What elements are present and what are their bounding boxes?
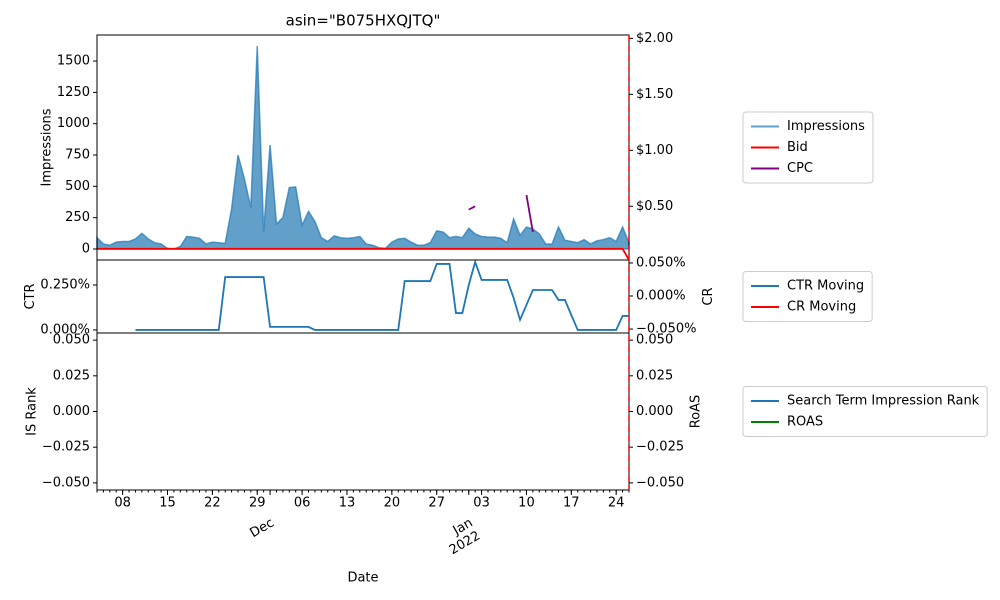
y2-tick-label: 0.025	[636, 368, 673, 383]
legend-label: Impressions	[787, 119, 865, 134]
x-tick-label: 29	[249, 496, 266, 511]
y-tick-label: 0.050	[53, 333, 90, 348]
legend-box	[742, 386, 988, 437]
y-tick-label: 0	[82, 241, 90, 256]
y-tick-label: 1000	[57, 116, 90, 131]
x-tick-label: 06	[294, 496, 311, 511]
x-tick-label: 22	[204, 496, 221, 511]
legend-label: Search Term Impression Rank	[787, 394, 980, 409]
y-tick-label: −0.025	[42, 440, 90, 455]
y-tick-label: 1250	[57, 85, 90, 100]
y-tick-label: 0.025	[53, 368, 90, 383]
y2-tick-label: $2.00	[636, 31, 673, 46]
y-tick-label: 0.250%	[40, 277, 90, 292]
y-tick-label: 1500	[57, 54, 90, 69]
axes-frame	[96, 34, 630, 261]
x-tick-label: 20	[384, 496, 401, 511]
x-tick-label: 13	[339, 496, 356, 511]
axes-frame	[96, 332, 630, 491]
legend-label: Bid	[787, 140, 808, 155]
legend-box	[742, 271, 873, 322]
x-tick-label: 10	[518, 496, 535, 511]
area	[96, 45, 630, 250]
y2-tick-label: 0.050%	[636, 255, 686, 270]
legend-box	[742, 111, 874, 184]
y2-tick-label: $1.50	[636, 87, 673, 102]
x-axis-label: Date	[347, 571, 378, 586]
legend-label: ROAS	[787, 415, 823, 430]
y-axis-label: CTR	[23, 283, 38, 309]
x-tick-label: 03	[473, 496, 490, 511]
x-tick-label: 08	[114, 496, 131, 511]
month-label: Dec	[248, 516, 277, 542]
legend-label: CR Moving	[787, 300, 856, 315]
y2-tick-label: −0.050%	[636, 322, 696, 337]
y2-tick-label: 0.000	[636, 404, 673, 419]
line	[135, 259, 629, 331]
x-tick-label: 17	[563, 496, 580, 511]
y-axis-label: Impressions	[39, 108, 54, 186]
x-tick-label: 27	[428, 496, 445, 511]
y-tick-label: 250	[65, 210, 90, 225]
axes-frame	[96, 259, 630, 334]
x-tick-label: 24	[608, 496, 625, 511]
y2-tick-label: −0.050	[636, 475, 684, 490]
line	[525, 194, 534, 233]
y-tick-label: −0.050	[42, 475, 90, 490]
line	[468, 205, 476, 211]
y2-tick-label: $0.50	[636, 199, 673, 214]
y-tick-label: 0.000	[53, 404, 90, 419]
y2-tick-label: 0.000%	[636, 289, 686, 304]
month-label-line: Dec	[248, 516, 277, 542]
y-tick-label: 500	[65, 179, 90, 194]
y2-tick-label: $1.00	[636, 143, 673, 158]
x-tick-label: 15	[159, 496, 176, 511]
y-tick-label: 750	[65, 148, 90, 163]
y-axis-label: IS Rank	[24, 387, 39, 436]
chart-title: asin="B075HXQJTQ"	[286, 12, 441, 30]
y2-tick-label: −0.025	[636, 440, 684, 455]
y2-axis-label: RoAS	[689, 395, 704, 429]
y2-axis-label: CR	[701, 287, 716, 305]
legend-label: CTR Moving	[787, 279, 864, 294]
line	[97, 247, 630, 261]
y-tick-label: 0.000%	[40, 322, 90, 337]
legend-label: CPC	[787, 161, 813, 176]
y2-tick-label: 0.050	[636, 333, 673, 348]
